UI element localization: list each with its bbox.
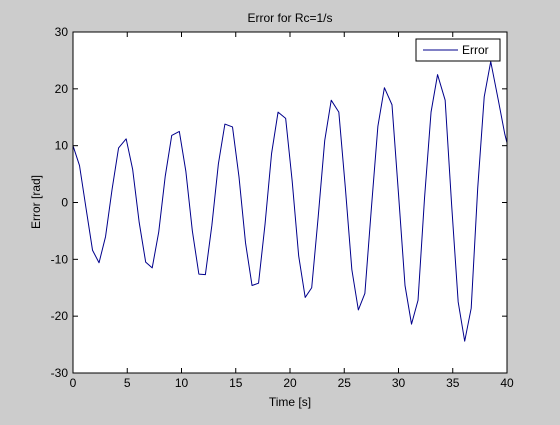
y-tick-label: 10	[55, 139, 69, 153]
axis-tick-labels: 0 5 10 15 20 25 30 35 40 -30 -20 -10 0 10 20 30	[51, 25, 514, 390]
y-tick-label: 30	[55, 25, 69, 39]
x-tick-label: 10	[175, 376, 189, 390]
x-tick-label: 25	[338, 376, 352, 390]
series-lines	[72, 61, 508, 342]
y-axis-label: Error [rad]	[29, 175, 43, 229]
x-tick-label: 5	[124, 376, 131, 390]
chart-title: Error for Rc=1/s	[247, 11, 332, 25]
legend: Error	[415, 38, 501, 62]
x-tick-label: 20	[283, 376, 297, 390]
legend-label: Error	[462, 43, 489, 57]
x-tick-label: 40	[500, 376, 514, 390]
x-tick-label: 30	[392, 376, 406, 390]
x-tick-label: 35	[446, 376, 460, 390]
y-tick-label: 0	[61, 196, 68, 210]
plot-frame	[72, 31, 508, 374]
x-tick-label: 0	[70, 376, 77, 390]
x-tick-label: 15	[229, 376, 243, 390]
series-line-error	[72, 61, 508, 342]
y-tick-label: -30	[51, 366, 69, 380]
y-tick-label: 20	[55, 82, 69, 96]
plot-area	[73, 32, 507, 373]
y-tick-label: -20	[51, 309, 69, 323]
x-axis-label: Time [s]	[269, 395, 311, 409]
y-tick-label: -10	[51, 252, 69, 266]
